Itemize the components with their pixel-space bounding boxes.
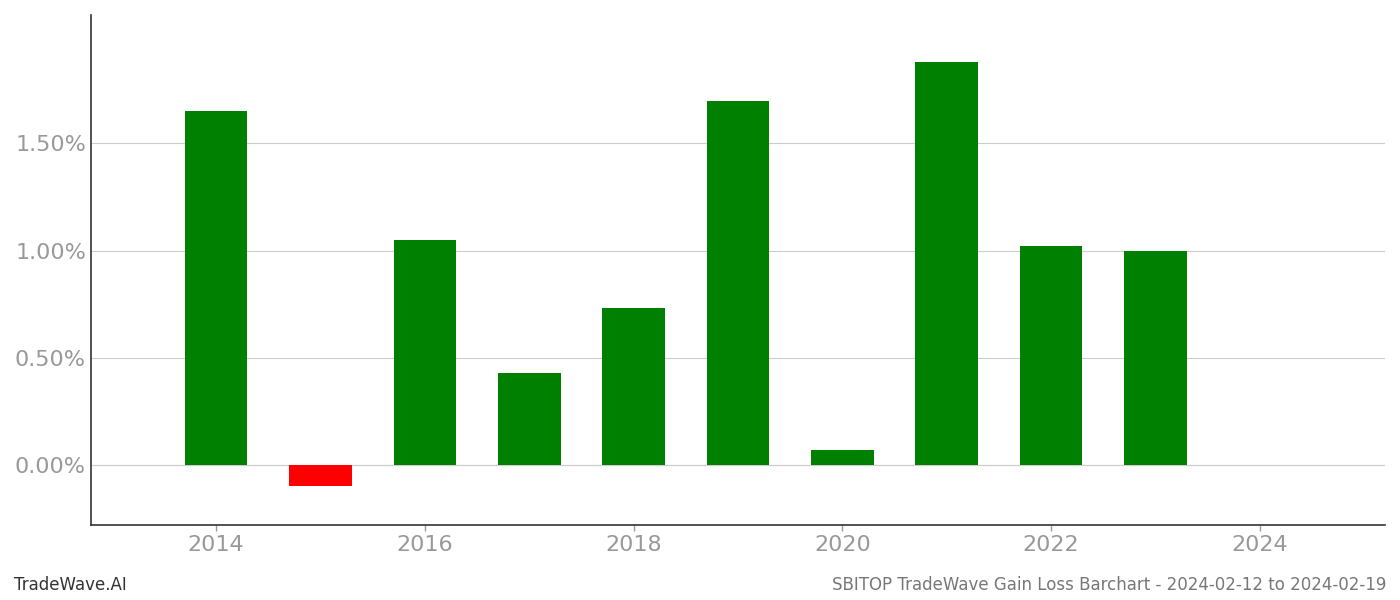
Bar	[185, 112, 248, 464]
Bar	[1124, 251, 1187, 464]
Bar	[290, 464, 351, 486]
Text: TradeWave.AI: TradeWave.AI	[14, 576, 127, 594]
Bar	[916, 62, 979, 464]
Bar	[707, 101, 769, 464]
Bar	[498, 373, 560, 464]
Bar	[811, 449, 874, 464]
Text: SBITOP TradeWave Gain Loss Barchart - 2024-02-12 to 2024-02-19: SBITOP TradeWave Gain Loss Barchart - 20…	[832, 576, 1386, 594]
Bar	[393, 240, 456, 464]
Bar	[602, 308, 665, 464]
Bar	[1019, 246, 1082, 464]
